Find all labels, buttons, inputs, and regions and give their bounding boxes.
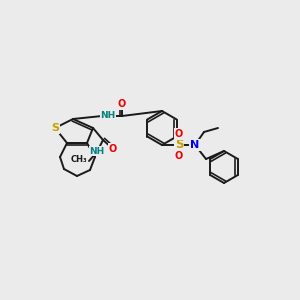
Text: S: S [175,139,183,152]
Text: N: N [190,140,200,150]
Text: O: O [109,144,117,154]
Text: NH: NH [100,112,116,121]
Text: O: O [175,129,183,139]
Text: O: O [175,151,183,161]
Text: NH: NH [89,146,105,155]
Text: CH₃: CH₃ [70,155,87,164]
Text: O: O [118,99,126,109]
Text: S: S [51,123,59,133]
